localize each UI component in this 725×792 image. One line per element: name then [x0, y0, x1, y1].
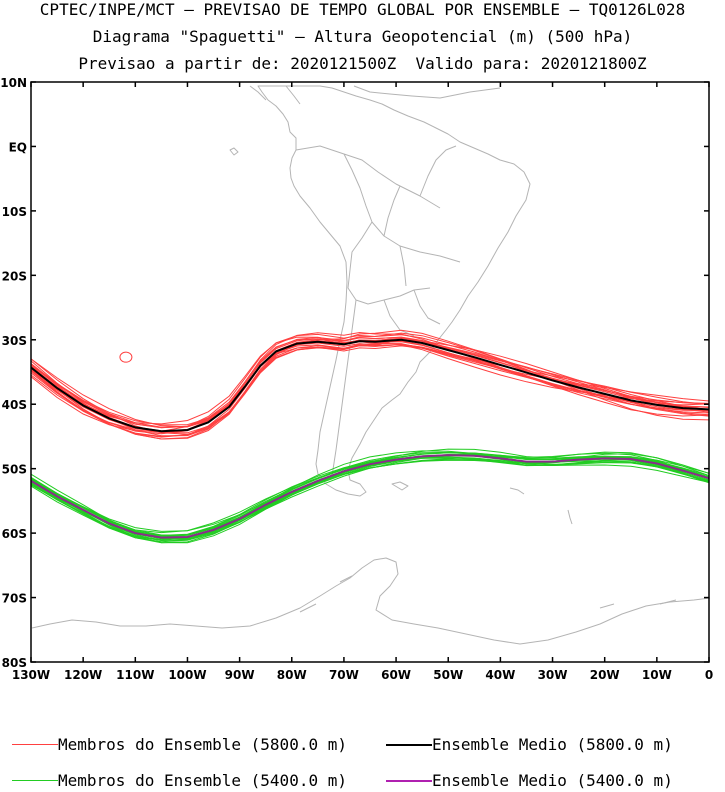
falkland-islands [391, 481, 409, 491]
legend-swatch-mean-5800 [386, 743, 432, 746]
country-borders [295, 145, 461, 477]
member-line-1 [30, 456, 710, 538]
member-line-10 [30, 457, 710, 537]
galapagos-islands [229, 147, 239, 156]
legend-swatch-mean-5400 [386, 779, 432, 782]
forecast-valid-times: Previsao a partir de: 2020121500Z Valido… [78, 54, 647, 73]
legend-swatch-members-5400 [12, 780, 58, 781]
lat-label-70S: 70S [2, 592, 27, 606]
lon-label-100W: 100W [168, 668, 206, 682]
ensemble-means-group [30, 338, 710, 539]
lon-label-130W: 130W [12, 668, 50, 682]
legend-mean-5800: Ensemble Medio (5800.0 m) [386, 735, 673, 754]
member-line-13 [30, 332, 710, 434]
lon-label-80W: 80W [277, 668, 307, 682]
map-frame [30, 81, 710, 663]
ensemble-mean-5400-line [30, 454, 710, 539]
ensemble-mean-5800-line [30, 338, 710, 433]
member-line-6 [30, 345, 710, 426]
member-line-17 [30, 337, 710, 438]
legend-members-5400: Membros do Ensemble (5400.0 m) [12, 771, 347, 790]
lon-label-50W: 50W [433, 668, 463, 682]
lat-label-10N: 10N [0, 76, 27, 90]
member-line-14 [30, 456, 710, 536]
lon-label-110W: 110W [116, 668, 154, 682]
member-line-15 [30, 342, 710, 428]
ensemble-members-5800-group [30, 329, 710, 440]
isolated-contour [119, 351, 133, 363]
member-line-18 [30, 333, 710, 432]
lon-label-120W: 120W [64, 668, 102, 682]
member-line-1 [30, 340, 710, 428]
figure-title: CPTEC/INPE/MCT — PREVISAO DE TEMPO GLOBA… [39, 0, 686, 19]
lat-label-80S: 80S [2, 656, 27, 670]
lat-label-20S: 20S [2, 269, 27, 283]
member-line-14 [30, 336, 710, 429]
south-georgia [509, 487, 525, 495]
member-line-5 [30, 336, 710, 425]
member-line-13 [30, 451, 710, 537]
member-line-9 [30, 331, 710, 433]
lat-label-10S: 10S [2, 205, 27, 219]
antarctic-islands [299, 575, 677, 613]
lat-label-60S: 60S [2, 527, 27, 541]
legend-swatch-members-5800 [12, 744, 58, 745]
member-line-18 [30, 454, 710, 534]
member-line-16 [30, 343, 710, 437]
lat-label-40S: 40S [2, 398, 27, 412]
legend-label-mean-5800: Ensemble Medio (5800.0 m) [432, 735, 673, 754]
legend-mean-5400: Ensemble Medio (5400.0 m) [386, 771, 673, 790]
member-line-10 [30, 338, 710, 429]
member-line-3 [30, 337, 710, 440]
legend-label-members-5800: Membros do Ensemble (5800.0 m) [58, 735, 347, 754]
legend-members-5800: Membros do Ensemble (5800.0 m) [12, 735, 347, 754]
lat-label-50S: 50S [2, 463, 27, 477]
antarctica-coastline [31, 557, 711, 645]
legend-label-members-5400: Membros do Ensemble (5400.0 m) [58, 771, 347, 790]
central-america-coastline [249, 85, 501, 105]
lon-label-90W: 90W [225, 668, 255, 682]
member-line-9 [30, 457, 710, 536]
south-america-coastline [257, 85, 531, 497]
member-line-4 [30, 336, 710, 435]
ensemble-members-5400-group [30, 448, 710, 544]
member-line-4 [30, 454, 710, 538]
lon-label-0: 0 [705, 668, 713, 682]
coastline-layer [31, 85, 711, 645]
figure-subtitle: Diagrama "Spaguetti" — Altura Geopotenci… [92, 27, 633, 46]
member-line-5 [30, 458, 710, 532]
member-line-11 [30, 454, 710, 540]
lon-label-20W: 20W [590, 668, 620, 682]
lon-label-10W: 10W [642, 668, 672, 682]
lat-label-30S: 30S [2, 334, 27, 348]
sandwich-islands [567, 509, 573, 525]
lon-label-40W: 40W [485, 668, 515, 682]
lon-label-30W: 30W [538, 668, 568, 682]
lat-label-EQ: EQ [9, 140, 27, 154]
lon-label-70W: 70W [329, 668, 359, 682]
lon-label-60W: 60W [381, 668, 411, 682]
legend-label-mean-5400: Ensemble Medio (5400.0 m) [432, 771, 673, 790]
